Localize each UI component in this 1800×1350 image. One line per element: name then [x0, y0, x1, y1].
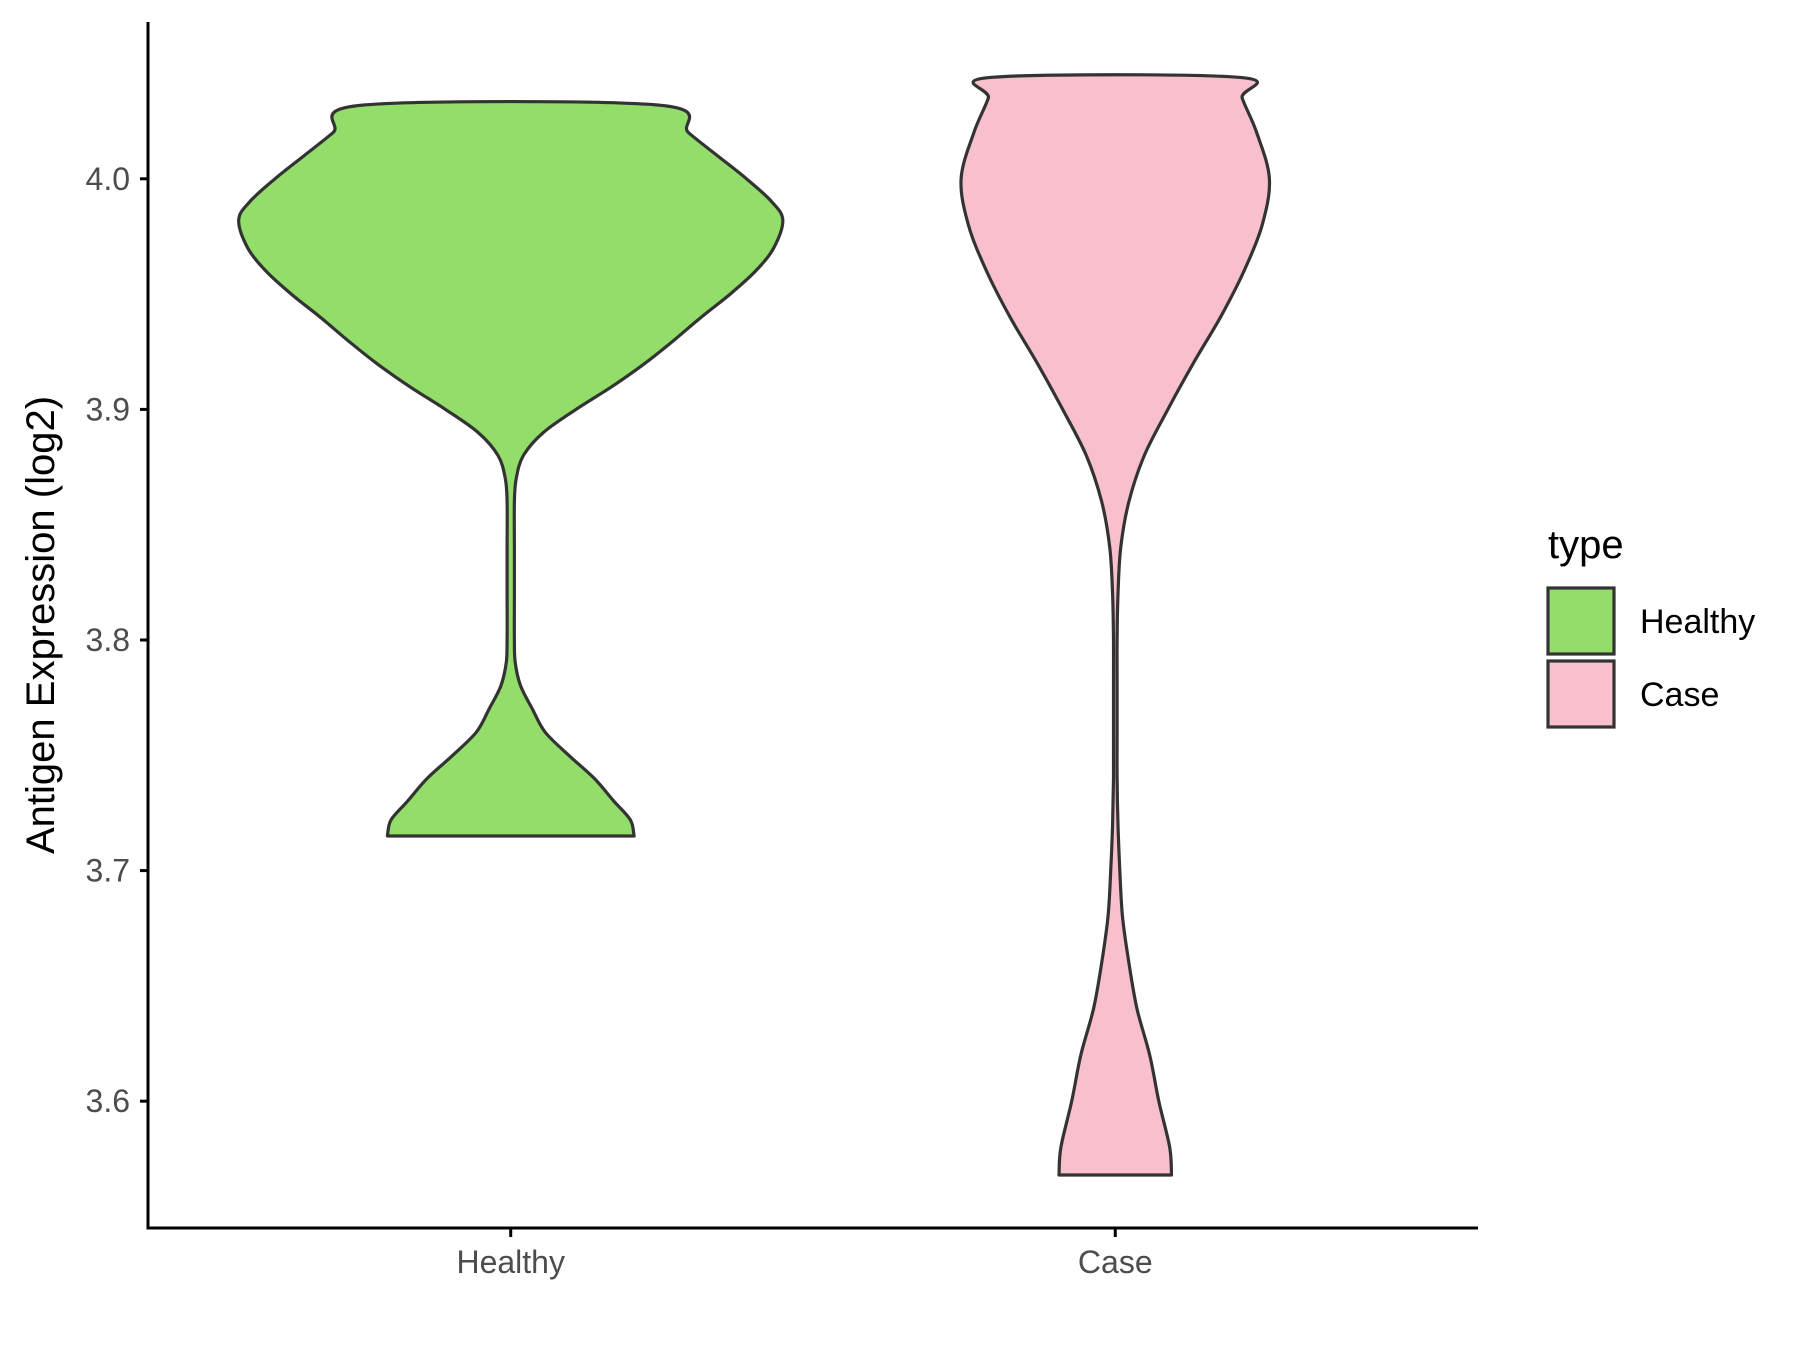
legend-key-healthy [1546, 586, 1616, 656]
x-tick-label: Healthy [456, 1244, 565, 1280]
legend: type Healthy Case [1546, 523, 1755, 729]
y-tick-label: 4.0 [86, 161, 130, 197]
violin-case [959, 73, 1272, 1177]
legend-title: type [1548, 523, 1624, 567]
legend-key-case [1546, 659, 1616, 729]
y-tick-label: 3.7 [86, 853, 130, 889]
y-axis-title: Antigen Expression (log2) [19, 396, 63, 854]
y-axis-ticks: 3.6 3.7 3.8 3.9 4.0 [86, 161, 148, 1119]
violin-healthy [237, 99, 785, 838]
x-axis-ticks: Healthy Case [456, 1228, 1153, 1280]
legend-label: Case [1640, 676, 1719, 714]
y-tick-label: 3.6 [86, 1083, 130, 1119]
y-tick-label: 3.9 [86, 391, 130, 427]
y-tick-label: 3.8 [86, 622, 130, 658]
legend-label: Healthy [1640, 603, 1755, 641]
x-tick-label: Case [1078, 1244, 1153, 1280]
plot-area [237, 73, 1272, 1177]
